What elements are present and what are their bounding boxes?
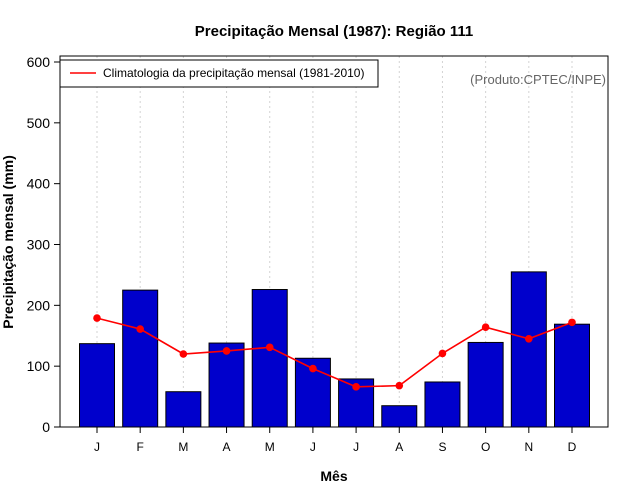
x-tick-label-7: J (353, 440, 359, 454)
y-axis-label: Precipitação mensal (mm) (0, 155, 16, 329)
x-tick-label-5: M (265, 440, 275, 454)
climatology-line-series (93, 314, 576, 391)
y-tick-label: 500 (27, 115, 51, 131)
x-tick-label-2: F (137, 440, 144, 454)
y-tick-label: 300 (27, 237, 51, 253)
x-tick-label-9: S (438, 440, 446, 454)
source-note: (Produto:CPTEC/INPE) (470, 72, 606, 87)
climatology-point-7 (352, 383, 360, 391)
x-tick-label-3: M (178, 440, 188, 454)
climatology-point-11 (525, 334, 533, 343)
legend-box (59, 59, 379, 88)
x-tick-label-10: O (481, 440, 490, 454)
bar-3 (165, 391, 202, 428)
bar-10 (467, 341, 504, 428)
bar-1 (79, 343, 115, 428)
x-tick-label-12: D (568, 440, 577, 454)
bar-11 (510, 271, 547, 428)
climatology-point-12 (568, 318, 576, 327)
bar-9 (424, 381, 461, 428)
x-tick-label-1: J (94, 440, 100, 454)
bar-4 (208, 342, 245, 428)
y-axis: 0 100 200 300 400 500 600 (27, 54, 60, 435)
climatology-point-1 (93, 314, 101, 322)
legend-entry-climatology: Climatologia da precipitação mensal (198… (103, 66, 364, 80)
x-tick-label-8: A (395, 440, 403, 454)
climatology-point-2 (136, 325, 144, 333)
chart-title: Precipitação Mensal (1987): Região 111 (195, 23, 473, 40)
y-tick-label: 200 (27, 297, 51, 313)
grid-lines (96, 56, 573, 427)
bar-5 (251, 289, 288, 428)
climatology-point-10 (481, 323, 490, 332)
x-tick-label-6: J (310, 440, 316, 454)
x-axis-label: Mês (320, 468, 347, 484)
y-tick-label: 400 (27, 176, 51, 192)
climatology-point-9 (438, 349, 447, 358)
climatology-point-5 (265, 343, 274, 352)
climatology-point-4 (222, 347, 231, 355)
climatology-line (96, 317, 573, 388)
climatology-point-6 (309, 364, 317, 373)
x-tick-label-11: N (524, 440, 533, 454)
y-tick-label: 100 (27, 358, 51, 374)
bar-8 (381, 405, 418, 428)
bar-2 (122, 289, 159, 428)
x-tick-label-4: A (223, 440, 231, 454)
plot-frame (59, 55, 609, 428)
y-tick-label: 0 (42, 419, 50, 435)
legend: Climatologia da precipitação mensal (198… (59, 59, 379, 88)
y-tick-label: 600 (27, 54, 51, 70)
climatology-point-3 (179, 350, 188, 358)
bars (79, 271, 590, 428)
climatology-point-8 (395, 381, 404, 390)
bar-12 (554, 323, 590, 428)
